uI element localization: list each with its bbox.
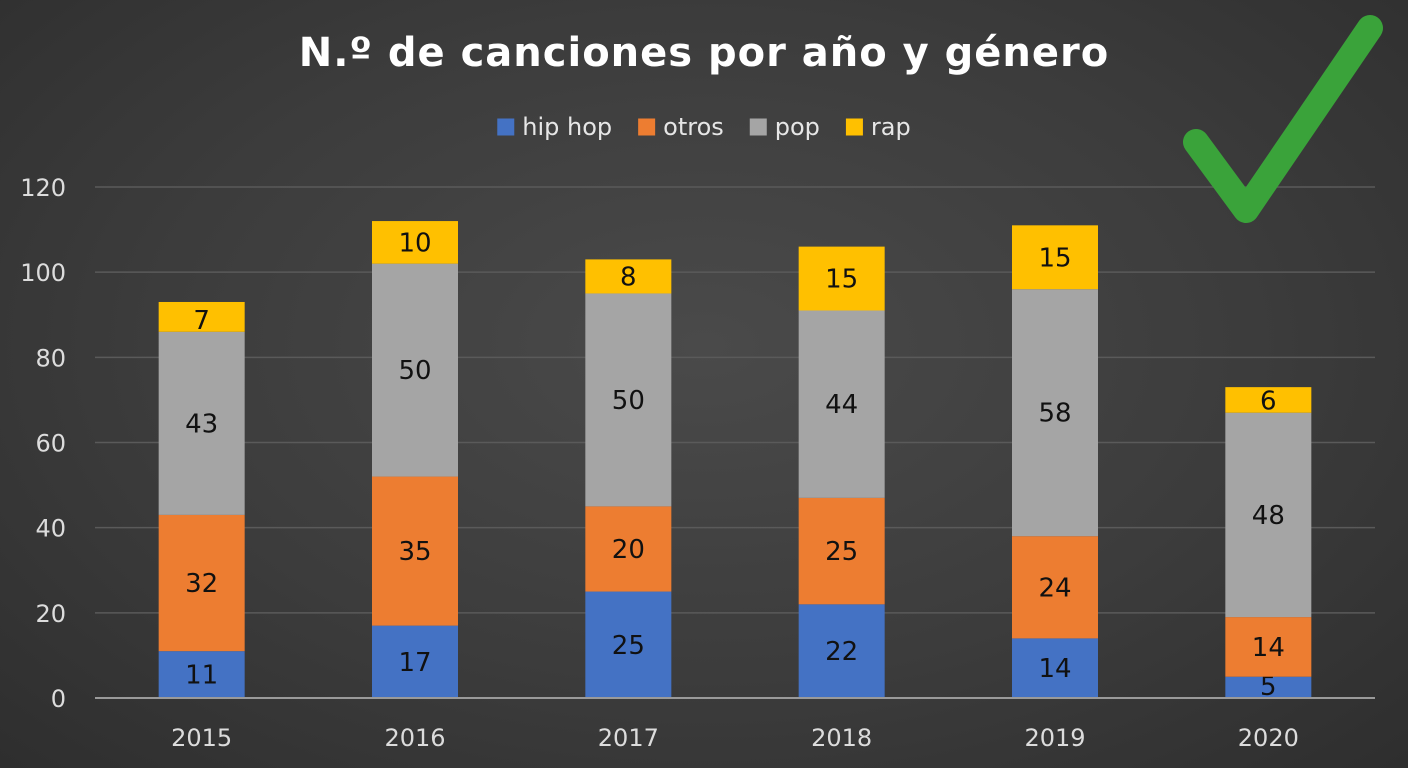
data-label: 48 <box>1252 501 1285 531</box>
data-label: 22 <box>825 637 858 667</box>
bar-segment-rap-2016 <box>372 221 458 264</box>
bar-stack-2020: 5 14 48 6 <box>1225 387 1312 702</box>
legend: hip hop otros pop rap <box>497 113 911 141</box>
bar-segment-hip-hop-2018 <box>798 604 885 698</box>
legend-label: hip hop <box>522 113 612 141</box>
bar-segment-otros-2017 <box>585 506 672 592</box>
bar-segment-hip-hop-2019 <box>1012 638 1098 698</box>
legend-item-rap: rap <box>845 113 911 141</box>
data-label: 7 <box>193 306 210 336</box>
data-label: 32 <box>185 569 218 599</box>
bar-segment-hip-hop-2015 <box>158 651 245 698</box>
bar-segment-pop-2019 <box>1012 289 1098 537</box>
bar-segment-pop-2020 <box>1225 412 1312 618</box>
data-label: 20 <box>612 535 645 565</box>
y-tick-label: 20 <box>35 600 66 628</box>
chart-title: N.º de canciones por año y género <box>299 30 1109 76</box>
data-label: 10 <box>398 228 431 258</box>
y-axis: 0 20 40 60 80 100 120 <box>20 174 66 713</box>
y-tick-label: 80 <box>35 344 66 372</box>
legend-label: pop <box>775 113 820 141</box>
bar-segment-otros-2015 <box>158 514 245 652</box>
x-tick-label: 2017 <box>598 724 659 752</box>
data-label: 6 <box>1260 387 1277 417</box>
data-label: 24 <box>1038 573 1071 603</box>
bar-segment-rap-2015 <box>158 301 245 332</box>
x-tick-label: 2018 <box>811 724 872 752</box>
data-label: 25 <box>825 537 858 567</box>
y-tick-label: 100 <box>20 259 66 287</box>
y-tick-label: 60 <box>35 430 66 458</box>
bar-stack-2015: 11 32 43 7 <box>158 301 245 698</box>
bars: 11 32 43 7 17 35 50 10 25 20 50 8 22 25 44 15 14 24 58 15 5 1… <box>158 221 1312 702</box>
bar-segment-pop-2017 <box>585 293 672 507</box>
data-label: 58 <box>1038 399 1071 429</box>
legend-swatch <box>845 118 863 136</box>
y-tick-label: 40 <box>35 515 66 543</box>
bar-segment-pop-2016 <box>372 263 458 477</box>
x-tick-label: 2020 <box>1238 724 1299 752</box>
data-label: 15 <box>1038 243 1071 273</box>
legend-label: rap <box>871 113 911 141</box>
data-label: 5 <box>1260 672 1277 702</box>
legend-item-pop: pop <box>749 113 820 141</box>
data-label: 17 <box>398 648 431 678</box>
legend-swatch <box>749 118 767 136</box>
bar-segment-rap-2018 <box>798 246 885 311</box>
checkmark-stroke <box>1183 15 1383 223</box>
y-tick-label: 120 <box>20 174 66 202</box>
data-label: 25 <box>612 631 645 661</box>
bar-segment-otros-2016 <box>372 476 458 626</box>
data-label: 35 <box>398 537 431 567</box>
legend-item-hip-hop: hip hop <box>497 113 612 141</box>
data-label: 50 <box>398 356 431 386</box>
green-checkmark-icon <box>1183 15 1383 223</box>
bar-stack-2016: 17 35 50 10 <box>372 221 458 698</box>
bar-segment-rap-2017 <box>585 259 672 294</box>
data-label: 8 <box>620 262 637 292</box>
bar-segment-rap-2020 <box>1225 387 1312 413</box>
data-label: 11 <box>185 661 218 691</box>
x-tick-label: 2015 <box>171 724 232 752</box>
data-label: 14 <box>1252 633 1285 663</box>
bar-segment-otros-2018 <box>798 497 885 605</box>
x-tick-label: 2019 <box>1024 724 1085 752</box>
bar-segment-hip-hop-2020 <box>1225 676 1312 698</box>
bar-segment-rap-2019 <box>1012 225 1098 290</box>
data-label: 14 <box>1038 654 1071 684</box>
bar-segment-otros-2020 <box>1225 617 1312 677</box>
bar-segment-otros-2019 <box>1012 536 1098 639</box>
legend-swatch <box>497 118 515 136</box>
legend-item-otros: otros <box>638 113 724 141</box>
bar-stack-2019: 14 24 58 15 <box>1012 225 1098 698</box>
x-tick-label: 2016 <box>384 724 445 752</box>
data-label: 43 <box>185 409 218 439</box>
bar-segment-hip-hop-2016 <box>372 625 458 698</box>
data-label: 15 <box>825 265 858 295</box>
bar-stack-2018: 22 25 44 15 <box>798 246 885 698</box>
data-label: 50 <box>612 386 645 416</box>
bar-stack-2017: 25 20 50 8 <box>585 259 672 698</box>
y-tick-label: 0 <box>51 685 66 713</box>
legend-label: otros <box>663 113 724 141</box>
legend-swatch <box>638 118 656 136</box>
bar-segment-pop-2015 <box>158 331 245 515</box>
gridlines <box>95 186 1375 614</box>
x-axis: 2015 2016 2017 2018 2019 2020 <box>95 697 1375 752</box>
bar-segment-hip-hop-2017 <box>585 591 672 698</box>
bar-segment-pop-2018 <box>798 310 885 498</box>
data-label: 44 <box>825 390 858 420</box>
